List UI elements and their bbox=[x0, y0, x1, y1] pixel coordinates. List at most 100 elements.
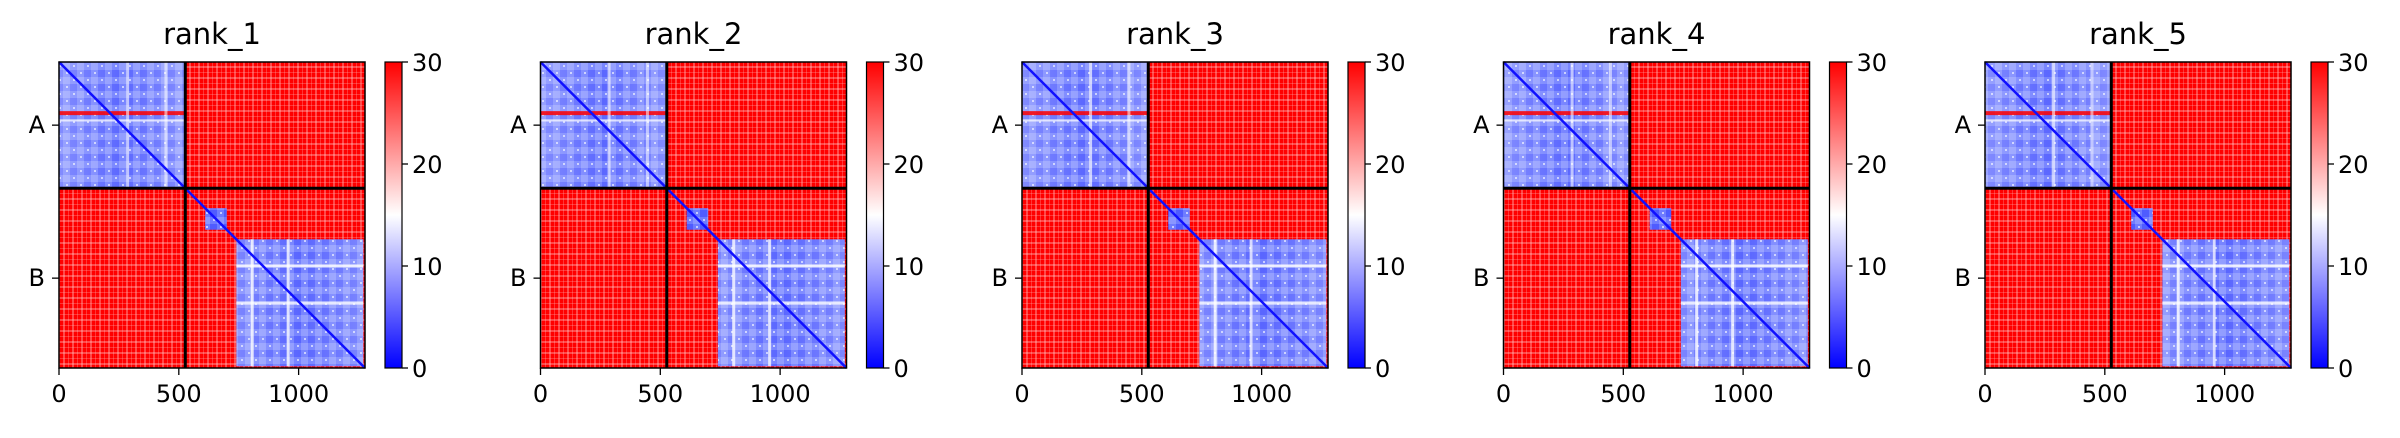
panel-title: rank_1 bbox=[163, 17, 261, 51]
y-tick-label: B bbox=[510, 264, 526, 292]
heatmap-panel: rank_4 0 500 1000 A B 0 10 20 30 bbox=[1473, 17, 1887, 408]
y-tick-label: B bbox=[1955, 264, 1971, 292]
y-tick-label: A bbox=[29, 111, 46, 139]
x-tick-label: 500 bbox=[637, 380, 683, 408]
x-tick-label: 500 bbox=[2082, 380, 2128, 408]
colorbar bbox=[384, 61, 403, 369]
diagonal-line bbox=[539, 61, 848, 369]
x-tick-label: 1000 bbox=[2194, 380, 2255, 408]
chain-a-stripe bbox=[607, 62, 611, 189]
panel-title: rank_4 bbox=[1608, 17, 1706, 51]
colorbar-tick-label: 30 bbox=[1857, 49, 1888, 77]
colorbar-tick-label: 10 bbox=[2338, 253, 2369, 281]
y-tick-label: A bbox=[1473, 111, 1490, 139]
chain-a-stripe bbox=[1503, 119, 1630, 122]
chain-b-stripe bbox=[286, 239, 290, 367]
chain-b-stripe bbox=[1199, 264, 1327, 268]
y-tick-label: B bbox=[992, 264, 1008, 292]
colorbar-tick-label: 0 bbox=[2338, 355, 2353, 383]
axes-frame bbox=[1502, 61, 1811, 369]
x-tick-label: 500 bbox=[1119, 380, 1165, 408]
x-tick-label: 0 bbox=[1496, 380, 1511, 408]
chain-a-stripe bbox=[1570, 62, 1574, 189]
chain-a-stripe bbox=[1127, 62, 1131, 189]
heatmap-panel: rank_5 0 500 1000 A B 0 10 20 30 bbox=[1955, 17, 2369, 408]
chain-b-stripe bbox=[732, 239, 736, 367]
chain-a-stripe bbox=[59, 119, 186, 122]
y-tick-label: A bbox=[992, 111, 1009, 139]
panel-title: rank_5 bbox=[2089, 17, 2187, 51]
x-tick-label: 500 bbox=[1600, 380, 1646, 408]
panel-title: rank_3 bbox=[1126, 17, 1224, 51]
panel-title: rank_2 bbox=[645, 17, 743, 51]
axes-frame bbox=[1984, 61, 2292, 369]
colorbar-tick-label: 20 bbox=[412, 151, 443, 179]
axes-frame bbox=[539, 61, 848, 369]
chain-b-stripe bbox=[1731, 239, 1735, 367]
chain-b-stripe bbox=[768, 239, 772, 367]
colorbar-tick-label: 0 bbox=[1375, 355, 1390, 383]
chain-a-stripe bbox=[126, 62, 130, 189]
chain-b-stripe bbox=[1695, 239, 1699, 367]
colorbar-tick-label: 10 bbox=[1375, 253, 1406, 281]
colorbar-tick-label: 10 bbox=[412, 253, 443, 281]
chain-b-stripe bbox=[2162, 264, 2290, 268]
colorbar bbox=[2310, 61, 2329, 369]
chain-a-stripe bbox=[540, 119, 667, 122]
chain-a-stripe bbox=[1985, 111, 2112, 116]
chain-a-stripe bbox=[59, 111, 186, 116]
chain-a-stripe bbox=[2090, 62, 2094, 189]
chain-a-stripe bbox=[1985, 119, 2112, 122]
colorbar-tick-label: 20 bbox=[2338, 151, 2369, 179]
chain-a-stripe bbox=[1608, 62, 1612, 189]
chain-b-stripe bbox=[1213, 239, 1217, 367]
heatmap-panel: rank_2 0 500 1000 A B 0 10 20 30 bbox=[510, 17, 924, 408]
colorbar bbox=[1347, 61, 1366, 369]
y-tick-label: A bbox=[510, 111, 527, 139]
diagonal-line bbox=[1021, 61, 1329, 369]
diagonal-line bbox=[1984, 61, 2292, 369]
colorbar-tick-label: 30 bbox=[894, 49, 925, 77]
x-tick-label: 1000 bbox=[1713, 380, 1774, 408]
chain-a-stripe bbox=[1503, 111, 1630, 116]
colorbar-tick-label: 0 bbox=[1857, 355, 1872, 383]
chain-a-stripe bbox=[540, 111, 667, 116]
chain-b-stripe bbox=[1249, 239, 1253, 367]
colorbar-tick-label: 30 bbox=[412, 49, 443, 77]
heatmap-panel: rank_1 0 500 1000 A B 0 10 20 30 bbox=[29, 17, 443, 408]
diagonal-line bbox=[1502, 61, 1811, 369]
x-tick-label: 0 bbox=[51, 380, 66, 408]
colorbar-tick-label: 20 bbox=[894, 151, 925, 179]
x-tick-label: 1000 bbox=[750, 380, 811, 408]
colorbar-tick-label: 0 bbox=[894, 355, 909, 383]
chain-b-stripe bbox=[236, 264, 364, 268]
x-tick-label: 0 bbox=[1014, 380, 1029, 408]
axes-frame bbox=[1021, 61, 1329, 369]
y-tick-label: A bbox=[1955, 111, 1972, 139]
x-tick-label: 1000 bbox=[268, 380, 329, 408]
colorbar-tick-label: 20 bbox=[1857, 151, 1888, 179]
chain-b-stripe bbox=[1680, 264, 1808, 268]
chain-b-stripe bbox=[2212, 239, 2216, 367]
chain-b-stripe bbox=[2176, 239, 2180, 367]
heatmap-panel: rank_3 0 500 1000 A B 0 10 20 30 bbox=[992, 17, 1406, 408]
chain-a-stripe bbox=[645, 62, 649, 189]
colorbar-tick-label: 10 bbox=[1857, 253, 1888, 281]
colorbar-tick-label: 30 bbox=[1375, 49, 1406, 77]
chain-a-stripe bbox=[2052, 62, 2056, 189]
colorbar-tick-label: 20 bbox=[1375, 151, 1406, 179]
x-tick-label: 0 bbox=[533, 380, 548, 408]
x-tick-label: 0 bbox=[1977, 380, 1992, 408]
colorbar-tick-label: 10 bbox=[894, 253, 925, 281]
colorbar bbox=[1828, 61, 1848, 369]
y-tick-label: B bbox=[29, 264, 45, 292]
colorbar bbox=[865, 61, 885, 369]
chain-b-stripe bbox=[250, 239, 254, 367]
chain-b-stripe bbox=[717, 264, 845, 268]
chain-a-stripe bbox=[1089, 62, 1093, 189]
diagonal-line bbox=[58, 61, 366, 369]
chain-a-stripe bbox=[164, 62, 168, 189]
colorbar-tick-label: 30 bbox=[2338, 49, 2369, 77]
colorbar-tick-label: 0 bbox=[412, 355, 427, 383]
chain-a-stripe bbox=[1022, 111, 1149, 116]
